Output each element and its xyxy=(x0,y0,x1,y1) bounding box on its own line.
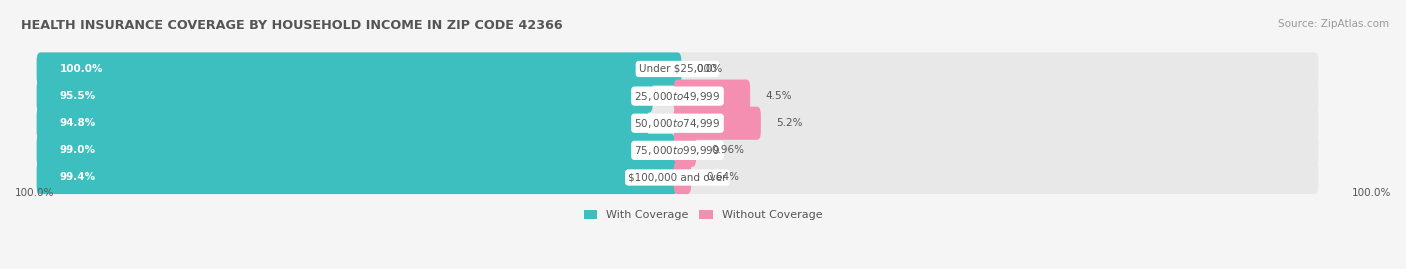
FancyBboxPatch shape xyxy=(673,134,696,167)
Text: 94.8%: 94.8% xyxy=(59,118,96,128)
Text: 0.0%: 0.0% xyxy=(696,64,723,74)
FancyBboxPatch shape xyxy=(37,80,1319,113)
Text: $75,000 to $99,999: $75,000 to $99,999 xyxy=(634,144,721,157)
Text: 95.5%: 95.5% xyxy=(59,91,96,101)
FancyBboxPatch shape xyxy=(37,52,682,86)
FancyBboxPatch shape xyxy=(673,161,692,194)
Text: HEALTH INSURANCE COVERAGE BY HOUSEHOLD INCOME IN ZIP CODE 42366: HEALTH INSURANCE COVERAGE BY HOUSEHOLD I… xyxy=(21,19,562,32)
Text: 5.2%: 5.2% xyxy=(776,118,803,128)
Text: $25,000 to $49,999: $25,000 to $49,999 xyxy=(634,90,721,102)
Legend: With Coverage, Without Coverage: With Coverage, Without Coverage xyxy=(579,206,827,225)
FancyBboxPatch shape xyxy=(37,161,678,194)
Text: $100,000 and over: $100,000 and over xyxy=(628,172,727,182)
FancyBboxPatch shape xyxy=(673,107,761,140)
Text: Source: ZipAtlas.com: Source: ZipAtlas.com xyxy=(1278,19,1389,29)
Text: Under $25,000: Under $25,000 xyxy=(638,64,716,74)
FancyBboxPatch shape xyxy=(37,134,1319,167)
Text: 100.0%: 100.0% xyxy=(1351,187,1391,197)
Text: 100.0%: 100.0% xyxy=(59,64,103,74)
Text: $50,000 to $74,999: $50,000 to $74,999 xyxy=(634,117,721,130)
FancyBboxPatch shape xyxy=(37,107,648,140)
FancyBboxPatch shape xyxy=(673,80,751,113)
FancyBboxPatch shape xyxy=(37,134,675,167)
Text: 99.0%: 99.0% xyxy=(59,145,96,155)
FancyBboxPatch shape xyxy=(37,52,1319,86)
Text: 0.64%: 0.64% xyxy=(706,172,740,182)
FancyBboxPatch shape xyxy=(37,80,652,113)
Text: 99.4%: 99.4% xyxy=(59,172,96,182)
Text: 4.5%: 4.5% xyxy=(765,91,792,101)
FancyBboxPatch shape xyxy=(37,161,1319,194)
Text: 100.0%: 100.0% xyxy=(15,187,55,197)
Text: 0.96%: 0.96% xyxy=(711,145,744,155)
FancyBboxPatch shape xyxy=(37,107,1319,140)
